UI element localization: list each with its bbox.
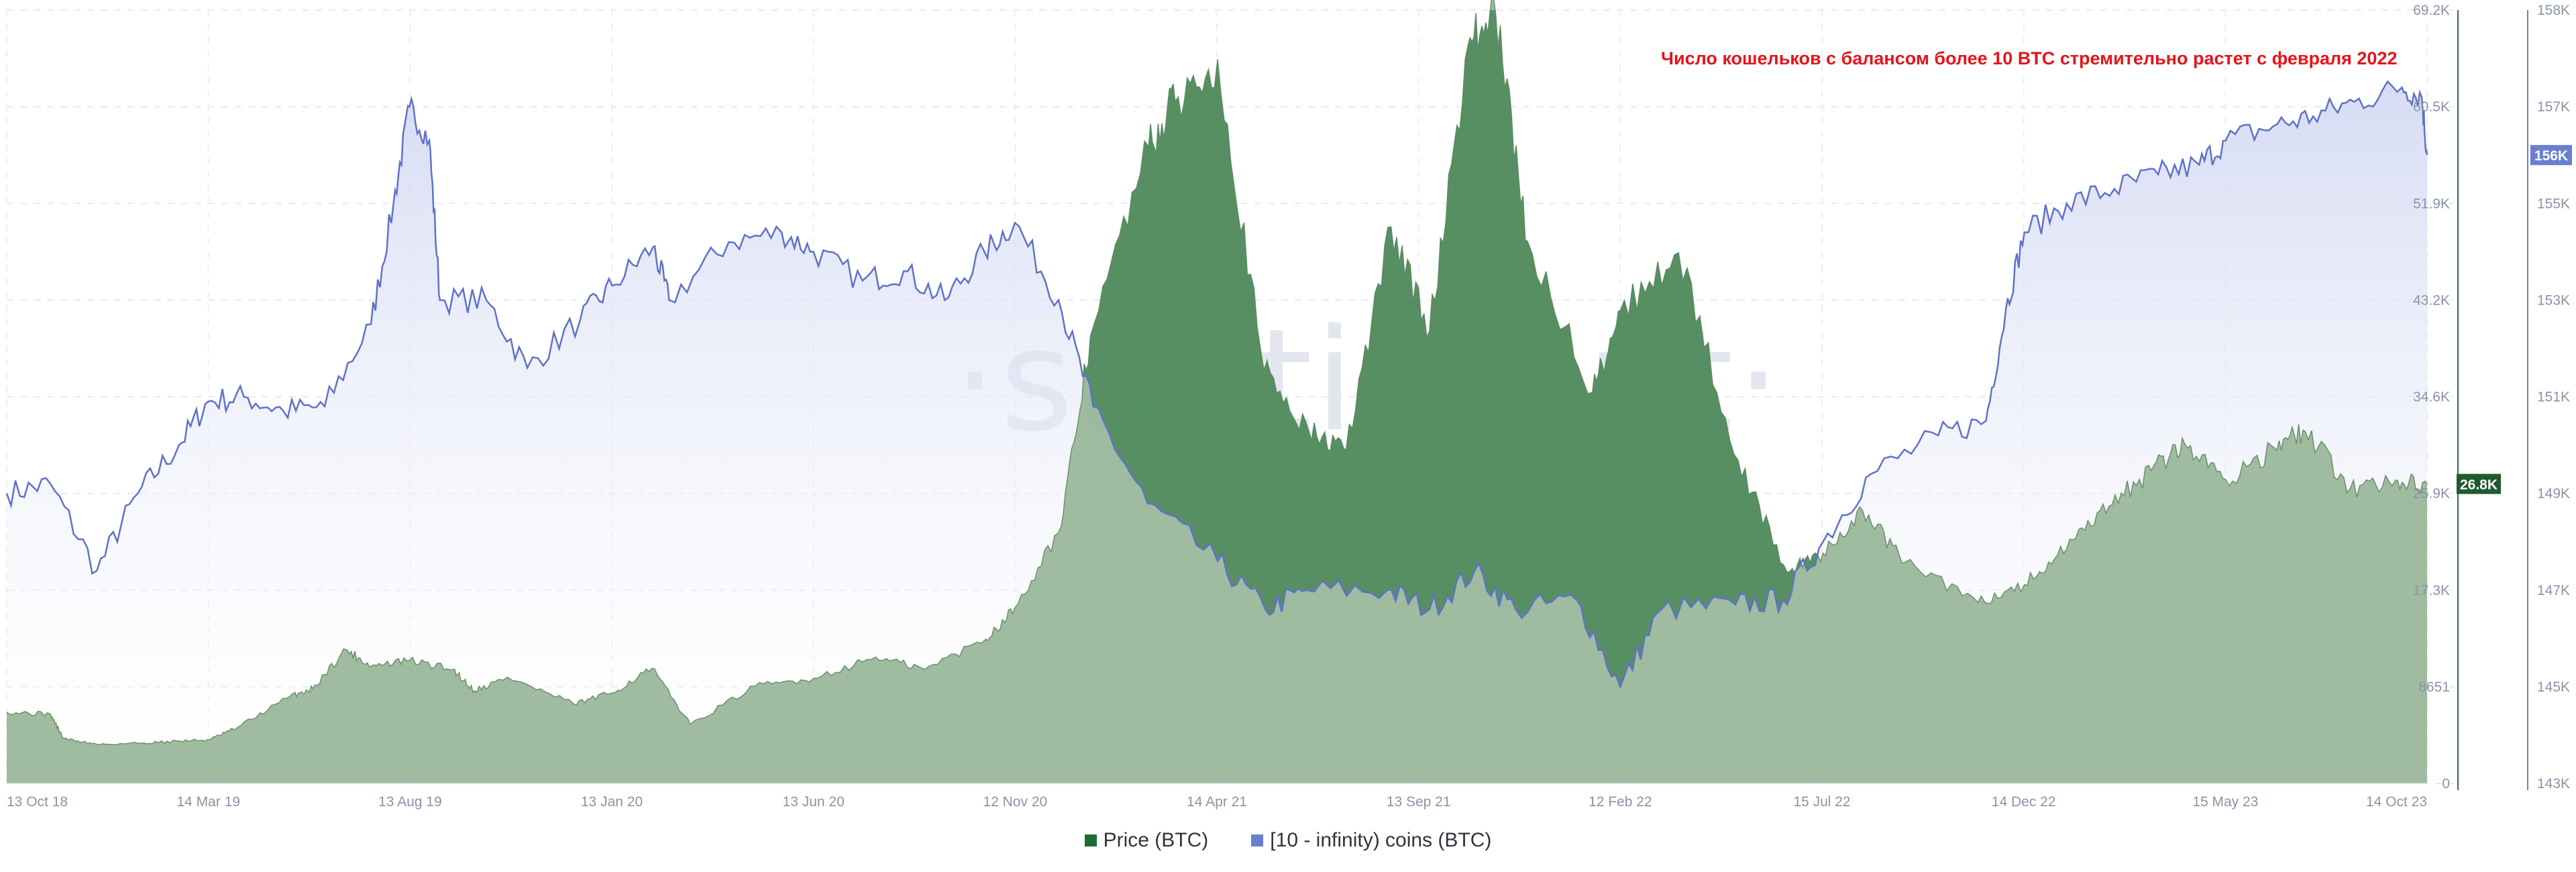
y-left-tick-label: 0 [2442, 776, 2450, 792]
coins-series-line [5, 80, 2428, 690]
x-tick-label: 13 Jan 20 [581, 794, 643, 810]
y-left-tick-label: 51.9K [2413, 196, 2450, 211]
x-tick-label: 13 Aug 19 [378, 794, 442, 810]
x-tick-label: 14 Oct 23 [2366, 794, 2427, 810]
y-left-tick-label: 69.2K [2413, 3, 2450, 18]
y-right-tick-label: 157K [2537, 99, 2570, 115]
legend-label-price: Price (BTC) [1103, 829, 1209, 851]
chart-legend: Price (BTC) [10 - infinity) coins (BTC) [0, 829, 2576, 852]
y-left-tick-label: 25.9K [2413, 486, 2450, 502]
coins-current-label: 156K [2534, 148, 2568, 164]
y-right-tick-label: 143K [2537, 776, 2570, 792]
chart-plot: ·santiment· 0865117.3K25.9K34.6K43.2K51.… [5, 0, 2572, 810]
coins-current-badge [2530, 145, 2572, 166]
y-left-tick-label: 43.2K [2413, 292, 2450, 308]
x-tick-label: 13 Oct 18 [7, 794, 68, 810]
legend-label-coins: [10 - infinity) coins (BTC) [1270, 829, 1492, 851]
legend-item-coins[interactable]: [10 - infinity) coins (BTC) [1251, 829, 1491, 852]
chart-annotation: Число кошельков с балансом более 10 BTC … [1661, 48, 2397, 68]
y-right-tick-label: 155K [2537, 196, 2570, 211]
x-tick-label: 13 Sep 21 [1387, 794, 1451, 810]
y-right-tick-label: 145K [2537, 679, 2570, 695]
price-current-badge [2457, 474, 2501, 494]
y-right-tick-label: 147K [2537, 583, 2570, 598]
y-right-tick-label: 158K [2537, 3, 2570, 18]
y-right-tick-label: 149K [2537, 486, 2570, 502]
legend-swatch-price [1084, 834, 1097, 847]
x-tick-label: 14 Mar 19 [176, 794, 240, 810]
legend-item-price[interactable]: Price (BTC) [1084, 829, 1209, 852]
y-left-tick-label: 34.6K [2413, 390, 2450, 405]
x-tick-label: 12 Feb 22 [1589, 794, 1652, 810]
legend-swatch-coins [1251, 834, 1264, 847]
y-right-tick-label: 153K [2537, 292, 2570, 308]
price-current-label: 26.8K [2460, 477, 2498, 492]
y-left-tick-label: 17.3K [2413, 583, 2450, 598]
y-right-tick-label: 151K [2537, 390, 2570, 405]
y-left-tick-label: 60.5K [2413, 99, 2450, 115]
x-tick-label: 15 May 23 [2192, 794, 2258, 810]
x-tick-label: 13 Jun 20 [783, 794, 845, 810]
x-tick-label: 14 Dec 22 [1992, 794, 2056, 810]
y-left-tick-label: 8651 [2418, 679, 2450, 695]
x-tick-label: 15 Jul 22 [1793, 794, 1850, 810]
x-tick-label: 14 Apr 21 [1187, 794, 1247, 810]
x-tick-label: 12 Nov 20 [983, 794, 1047, 810]
